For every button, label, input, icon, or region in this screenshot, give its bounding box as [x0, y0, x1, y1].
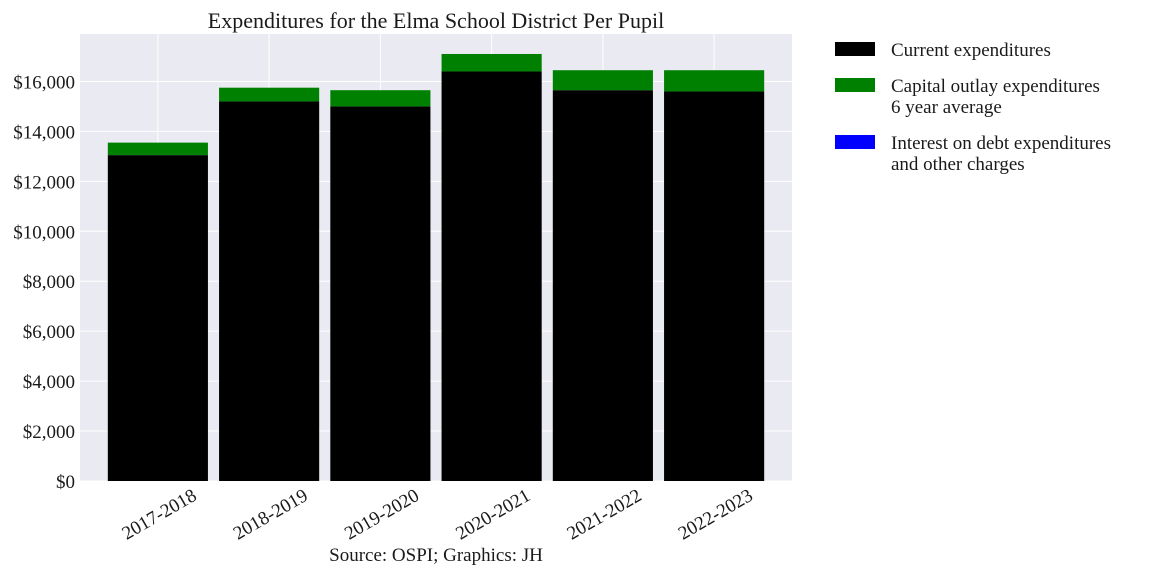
y-tick-label: $8,000: [23, 272, 75, 293]
x-tick-label: 2018-2019: [230, 485, 312, 544]
y-tick-label: $10,000: [13, 222, 75, 243]
bar-2018-2019-series-0: [219, 101, 320, 481]
bar-2021-2022-series-0: [552, 90, 653, 482]
y-tick-label: $12,000: [13, 172, 75, 193]
bar-2020-2021-series-1: [441, 53, 542, 72]
legend-swatch: [835, 135, 875, 149]
legend-label: Capital outlay expenditures 6 year averag…: [891, 76, 1100, 118]
x-tick-label: 2022-2023: [675, 485, 757, 544]
chart-title: Expenditures for the Elma School Distric…: [208, 8, 664, 33]
bar-2022-2023-series-1: [664, 70, 765, 92]
legend-label: Current expenditures: [891, 40, 1051, 61]
y-tick-label: $6,000: [23, 322, 75, 343]
bar-2019-2020-series-0: [330, 106, 431, 481]
y-tick-label: $14,000: [13, 122, 75, 143]
bars: [107, 53, 765, 482]
bar-2017-2018-series-0: [107, 155, 208, 481]
legend-swatch: [835, 78, 875, 92]
bar-2020-2021-series-0: [441, 71, 542, 481]
y-tick-label: $16,000: [13, 72, 75, 93]
y-tick-label: $2,000: [23, 422, 75, 443]
legend-swatch: [835, 42, 875, 56]
legend-label: Interest on debt expenditures and other c…: [891, 133, 1111, 175]
bar-2018-2019-series-1: [219, 87, 320, 102]
x-tick-labels: 2017-2018 2018-2019 2019-2020 2020-2021 2021…: [119, 485, 757, 544]
x-tick-label: 2017-2018: [119, 485, 201, 544]
legend: Current expenditures Capital outlay expen…: [835, 40, 1111, 175]
bar-2022-2023-series-0: [664, 91, 765, 481]
x-tick-label: 2020-2021: [452, 485, 534, 544]
bar-2017-2018-series-1: [107, 142, 208, 156]
y-tick-label: $0: [56, 472, 75, 493]
x-tick-label: 2021-2022: [564, 485, 646, 544]
source-note: Source: OSPI; Graphics: JH: [329, 545, 543, 566]
bar-2021-2022-series-1: [552, 70, 653, 91]
y-tick-labels: $0 $2,000 $4,000 $6,000 $8,000 $10,000 $12,000…: [13, 72, 75, 493]
bar-2019-2020-series-1: [330, 90, 431, 107]
y-tick-label: $4,000: [23, 372, 75, 393]
x-tick-label: 2019-2020: [341, 485, 423, 544]
